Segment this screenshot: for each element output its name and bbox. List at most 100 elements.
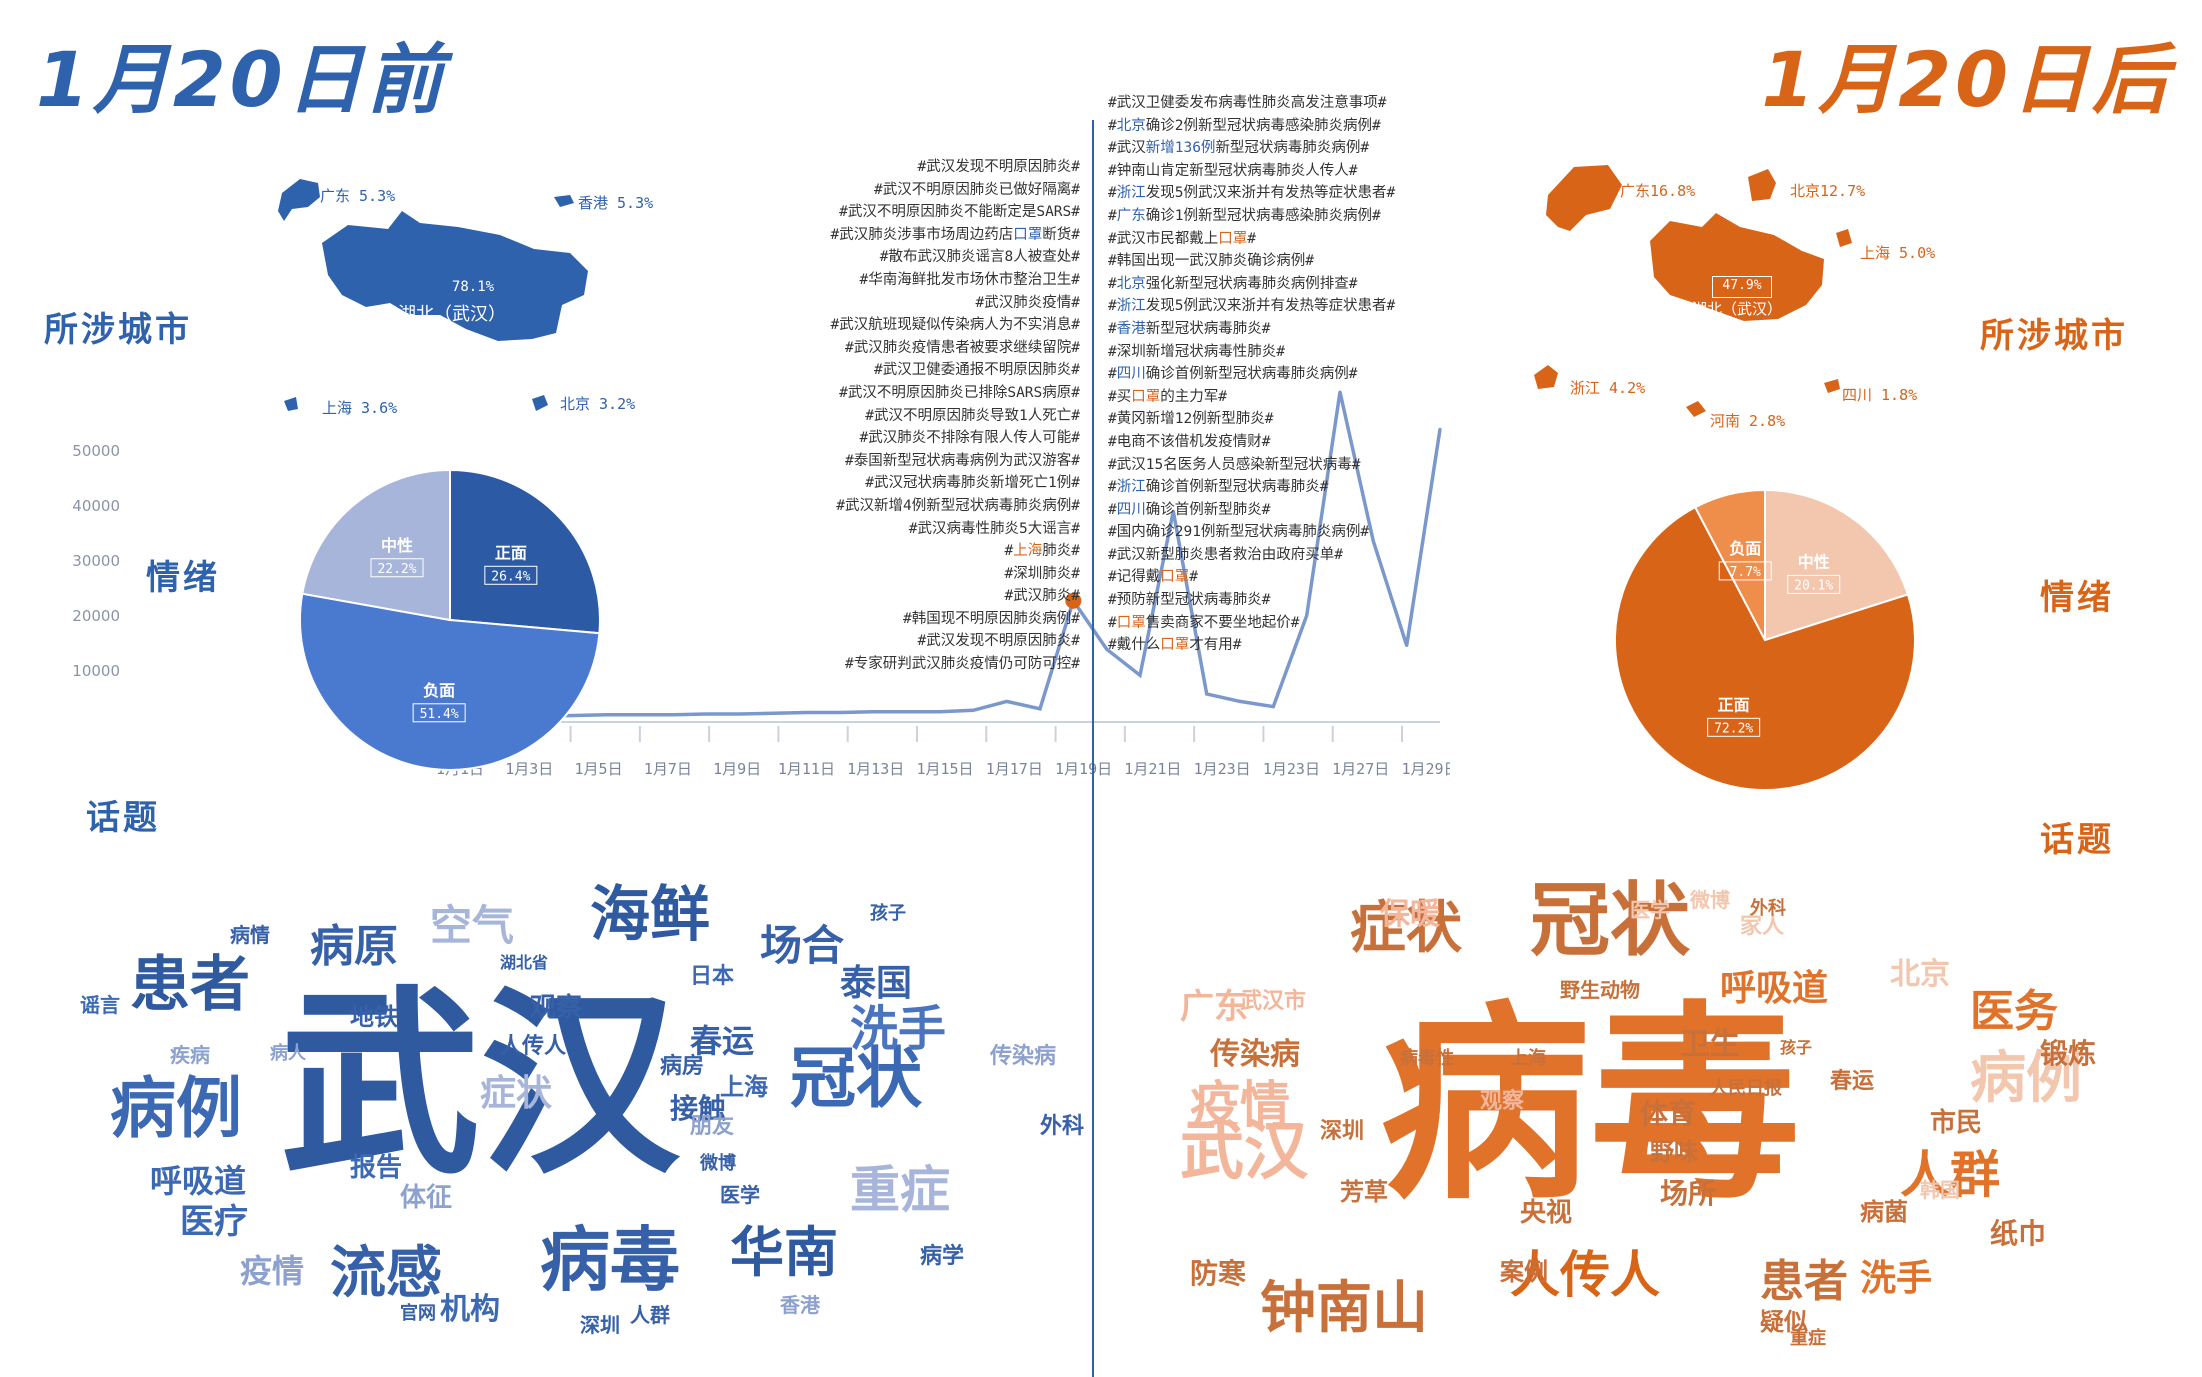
wordcloud-term: 患者 [130,950,250,1020]
pie-slice-label: 负面 [423,681,455,700]
wordcloud-term: 病人 [270,1043,306,1064]
left-emotion-heading: 情绪 [146,558,220,598]
wordcloud-term: 防寒 [1190,1257,1247,1290]
news-item-after: #四川确诊首例新型冠状病毒肺炎病例# [1108,366,1358,383]
trend-point [605,713,609,717]
left-hubei-percentage: 78.1% [436,276,510,300]
wordcloud-term: 孩子 [870,903,906,924]
wordcloud-term: 重症 [1790,1328,1826,1349]
x-tick-label: 1月7日 [644,760,692,778]
wordcloud-term: 海鲜 [590,880,710,950]
news-item-after: #北京强化新型冠状病毒肺炎病例排查# [1108,275,1358,292]
wordcloud-term: 疑似 [1760,1307,1808,1336]
wordcloud-term: 医务 [1970,986,2058,1037]
news-item-before: #华南海鲜批发市场休市整治卫生# [859,271,1080,288]
wordcloud-term: 病毒 [1380,981,1801,1228]
x-tick-label: 1月23日 [1263,760,1320,778]
wordcloud-term: 体征 [400,1183,453,1213]
trend-point [1371,539,1375,543]
news-item-after: #预防新型冠状病毒肺炎# [1108,592,1271,609]
news-item-after: #电商不该借机发疫情财# [1108,433,1271,450]
wordcloud-term: 华南 [730,1220,838,1284]
news-item-after: #浙江确诊首例新型冠状病毒肺炎# [1108,479,1329,496]
trend-point [1438,427,1442,431]
news-item-before: #武汉不明原因肺炎已排除SARS病原# [839,384,1080,401]
news-item-after: #黄冈新增12例新型肺炎# [1108,411,1274,428]
wordcloud-term: 病房 [660,1053,705,1079]
x-tick-label: 1月19日 [1055,760,1112,778]
left-city-label-guangdong: 广东 5.3% [320,187,396,205]
beijing-shape [532,395,548,411]
news-item-after: #武汉新增136例新型冠状病毒肺炎病例# [1108,140,1370,157]
pie-slice [1693,488,1766,641]
wordcloud-term: 香港 [780,1293,820,1317]
left-city-label-shanghai: 上海 3.6% [322,399,398,417]
right-topic-wordcloud: 病毒 冠状 症状 武汉 钟南山 人传人 疫情 病例 人群 医务 患者 呼吸道 洗手 传染病 广东 保暖 北京 卫生… [1130,860,2180,1370]
y-tick-label: 40000 [72,497,120,515]
news-item-after: #浙江发现5例武汉来浙并有发热等症状患者# [1108,298,1396,315]
news-item-before: #武汉不明原因肺炎导致1人死亡# [865,407,1080,424]
pie-slice [1764,488,1910,642]
right-city-label-beijing: 北京12.7% [1790,182,1866,200]
wordcloud-term: 医学 [1630,898,1670,922]
x-tick-label: 1月5日 [575,760,623,778]
wordcloud-term: 场所 [1660,1177,1717,1210]
trend-point [705,712,709,716]
right-city-label-henan: 河南 2.8% [1710,412,1786,430]
wordcloud-term: 人民日报 [1710,1078,1782,1099]
news-item-before: #深圳肺炎# [1004,565,1080,582]
right-period-title: 1月20日后 [1761,35,2172,124]
wordcloud-term: 孩子 [1780,1038,1813,1057]
wordcloud-term: 案例 [1500,1257,1548,1286]
wordcloud-term: 呼吸道 [150,1162,247,1200]
news-item-before: #武汉病毒性肺炎5大谣言# [908,520,1080,537]
trend-point [805,711,809,715]
trend-point [1171,509,1175,513]
wordcloud-term: 外科 [1040,1113,1085,1139]
wordcloud-term: 症状 [480,1072,553,1114]
news-item-after: #四川确诊首例新型肺炎# [1108,501,1271,518]
wordcloud-term: 传染病 [1210,1037,1300,1072]
pie-slice-value: 7.7% [1730,565,1761,580]
x-tick-label: 1月17日 [986,760,1043,778]
trend-point [771,711,775,715]
trend-line-chart: 1月1日1月3日1月5日1月7日1月9日1月11日1月13日1月15日1月17日… [431,390,1450,778]
wordcloud-term: 芳草 [1340,1177,1388,1206]
left-city-label-hongkong: 香港 5.3% [578,194,654,212]
wordcloud-term: 武汉 [1180,1114,1308,1189]
news-item-after: #口罩售卖商家不要坐地起价# [1108,614,1300,631]
wordcloud-term: 春运 [690,1022,755,1060]
trend-point [938,710,942,714]
period-divider [1092,120,1094,1377]
news-item-before: #武汉冠状病毒肺炎新增死亡1例# [865,475,1080,492]
wordcloud-term: 人群 [1900,1145,2000,1204]
wordcloud-term: 机构 [440,1292,500,1327]
news-item-after: #国内确诊291例新型冠状病毒肺炎病例# [1108,524,1370,541]
wordcloud-term: 春运 [1830,1068,1875,1094]
beijing-shape [1748,169,1776,201]
trend-point [1271,705,1275,709]
wordcloud-term: 朋友 [690,1113,735,1139]
news-item-before: #武汉肺炎疫情患者被要求继续留院# [845,339,1080,356]
news-item-before: #专家研判武汉肺炎疫情仍可防可控# [845,656,1080,673]
news-item-after: #武汉15名医务人员感染新型冠状病毒# [1108,456,1361,473]
pie-slice-value: 22.2% [377,562,416,577]
wordcloud-term: 体育 [1640,1097,1697,1130]
hubei-shape [1650,213,1824,321]
wordcloud-term: 锻炼 [2040,1037,2097,1070]
trend-point [838,711,842,715]
trend-point [971,708,975,712]
wordcloud-term: 人传人 [500,1033,567,1059]
right-emotion-pie: 中性 20.1% 正面 72.2% 负面 7.7% [1613,488,1916,791]
wordcloud-term: 野味 [1650,1137,1698,1166]
wordcloud-term: 湖北省 [500,953,549,972]
left-hubei-label: 湖北（武汉） [398,304,506,325]
hongkong-shape [554,195,574,207]
x-tick-label: 1月15日 [916,760,973,778]
wordcloud-term: 纸巾 [1990,1217,2047,1250]
left-cities-heading: 所涉城市 [44,310,192,350]
pie-pct-box [1787,574,1841,594]
right-emotion-heading: 情绪 [2040,578,2114,618]
news-item-before: #武汉不明原因肺炎不能断定是SARS# [839,204,1080,221]
guangdong-shape [278,179,320,221]
